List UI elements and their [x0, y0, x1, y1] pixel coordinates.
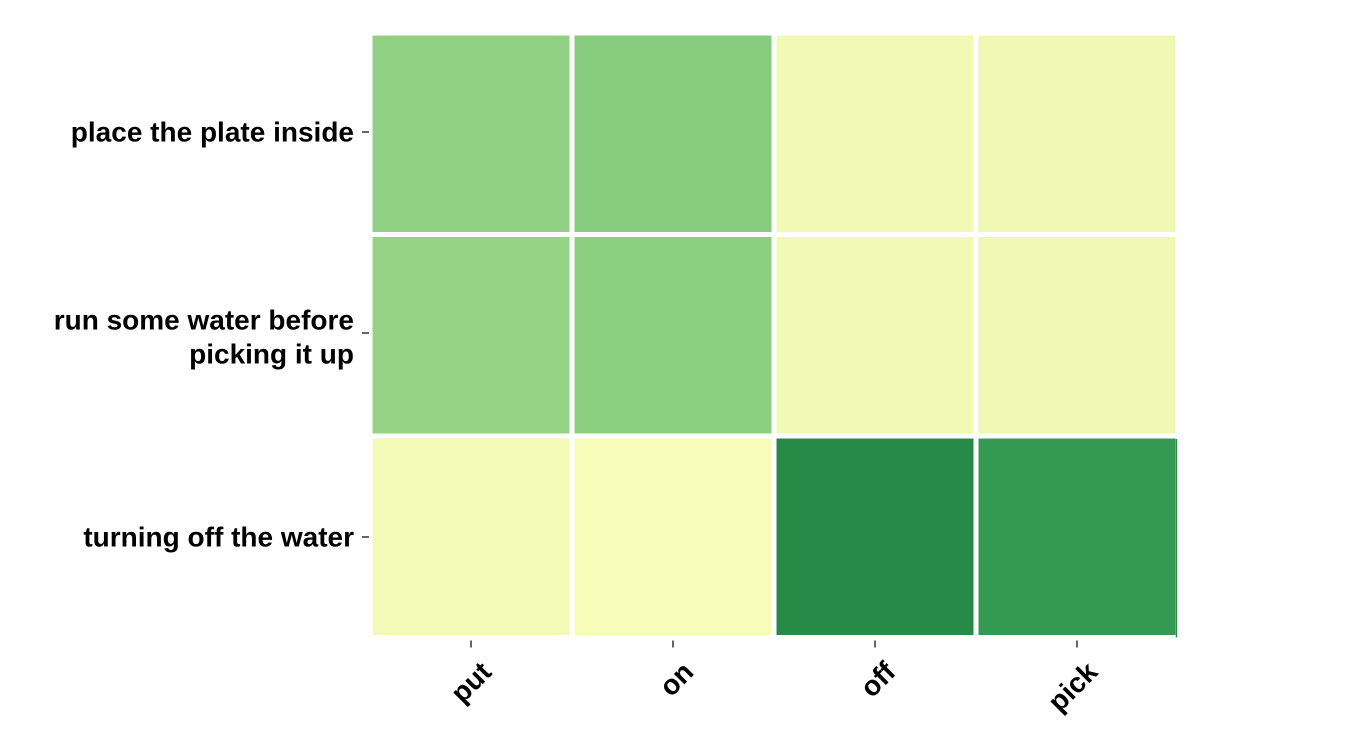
heatmap-cell — [771, 232, 979, 439]
y-tick-label: picking it up — [189, 339, 354, 370]
heatmap-cell — [771, 433, 979, 640]
y-tick-label: turning off the water — [83, 522, 354, 553]
x-tick-label: pick — [1042, 656, 1104, 718]
x-tick-label: off — [854, 655, 902, 703]
heatmap-cell — [569, 30, 777, 237]
heatmap-cell — [367, 30, 575, 237]
heatmap-cell — [367, 232, 575, 439]
heatmap-cell — [569, 232, 777, 439]
x-axis: put on off pick — [445, 640, 1104, 718]
heatmap-cells — [367, 30, 1181, 640]
heatmap-cell — [569, 433, 777, 640]
x-tick-label: on — [653, 656, 699, 702]
y-tick-label: run some water before — [54, 305, 354, 336]
heatmap-cell — [771, 30, 979, 237]
x-tick-label: put — [445, 656, 498, 709]
heatmap-cell — [367, 433, 575, 640]
heatmap-cell — [973, 232, 1181, 439]
y-tick-label: place the plate inside — [71, 117, 354, 148]
heatmap-cell — [973, 433, 1181, 640]
y-axis: place the plate inside run some water bef… — [54, 117, 369, 553]
heatmap-cell — [973, 30, 1181, 237]
